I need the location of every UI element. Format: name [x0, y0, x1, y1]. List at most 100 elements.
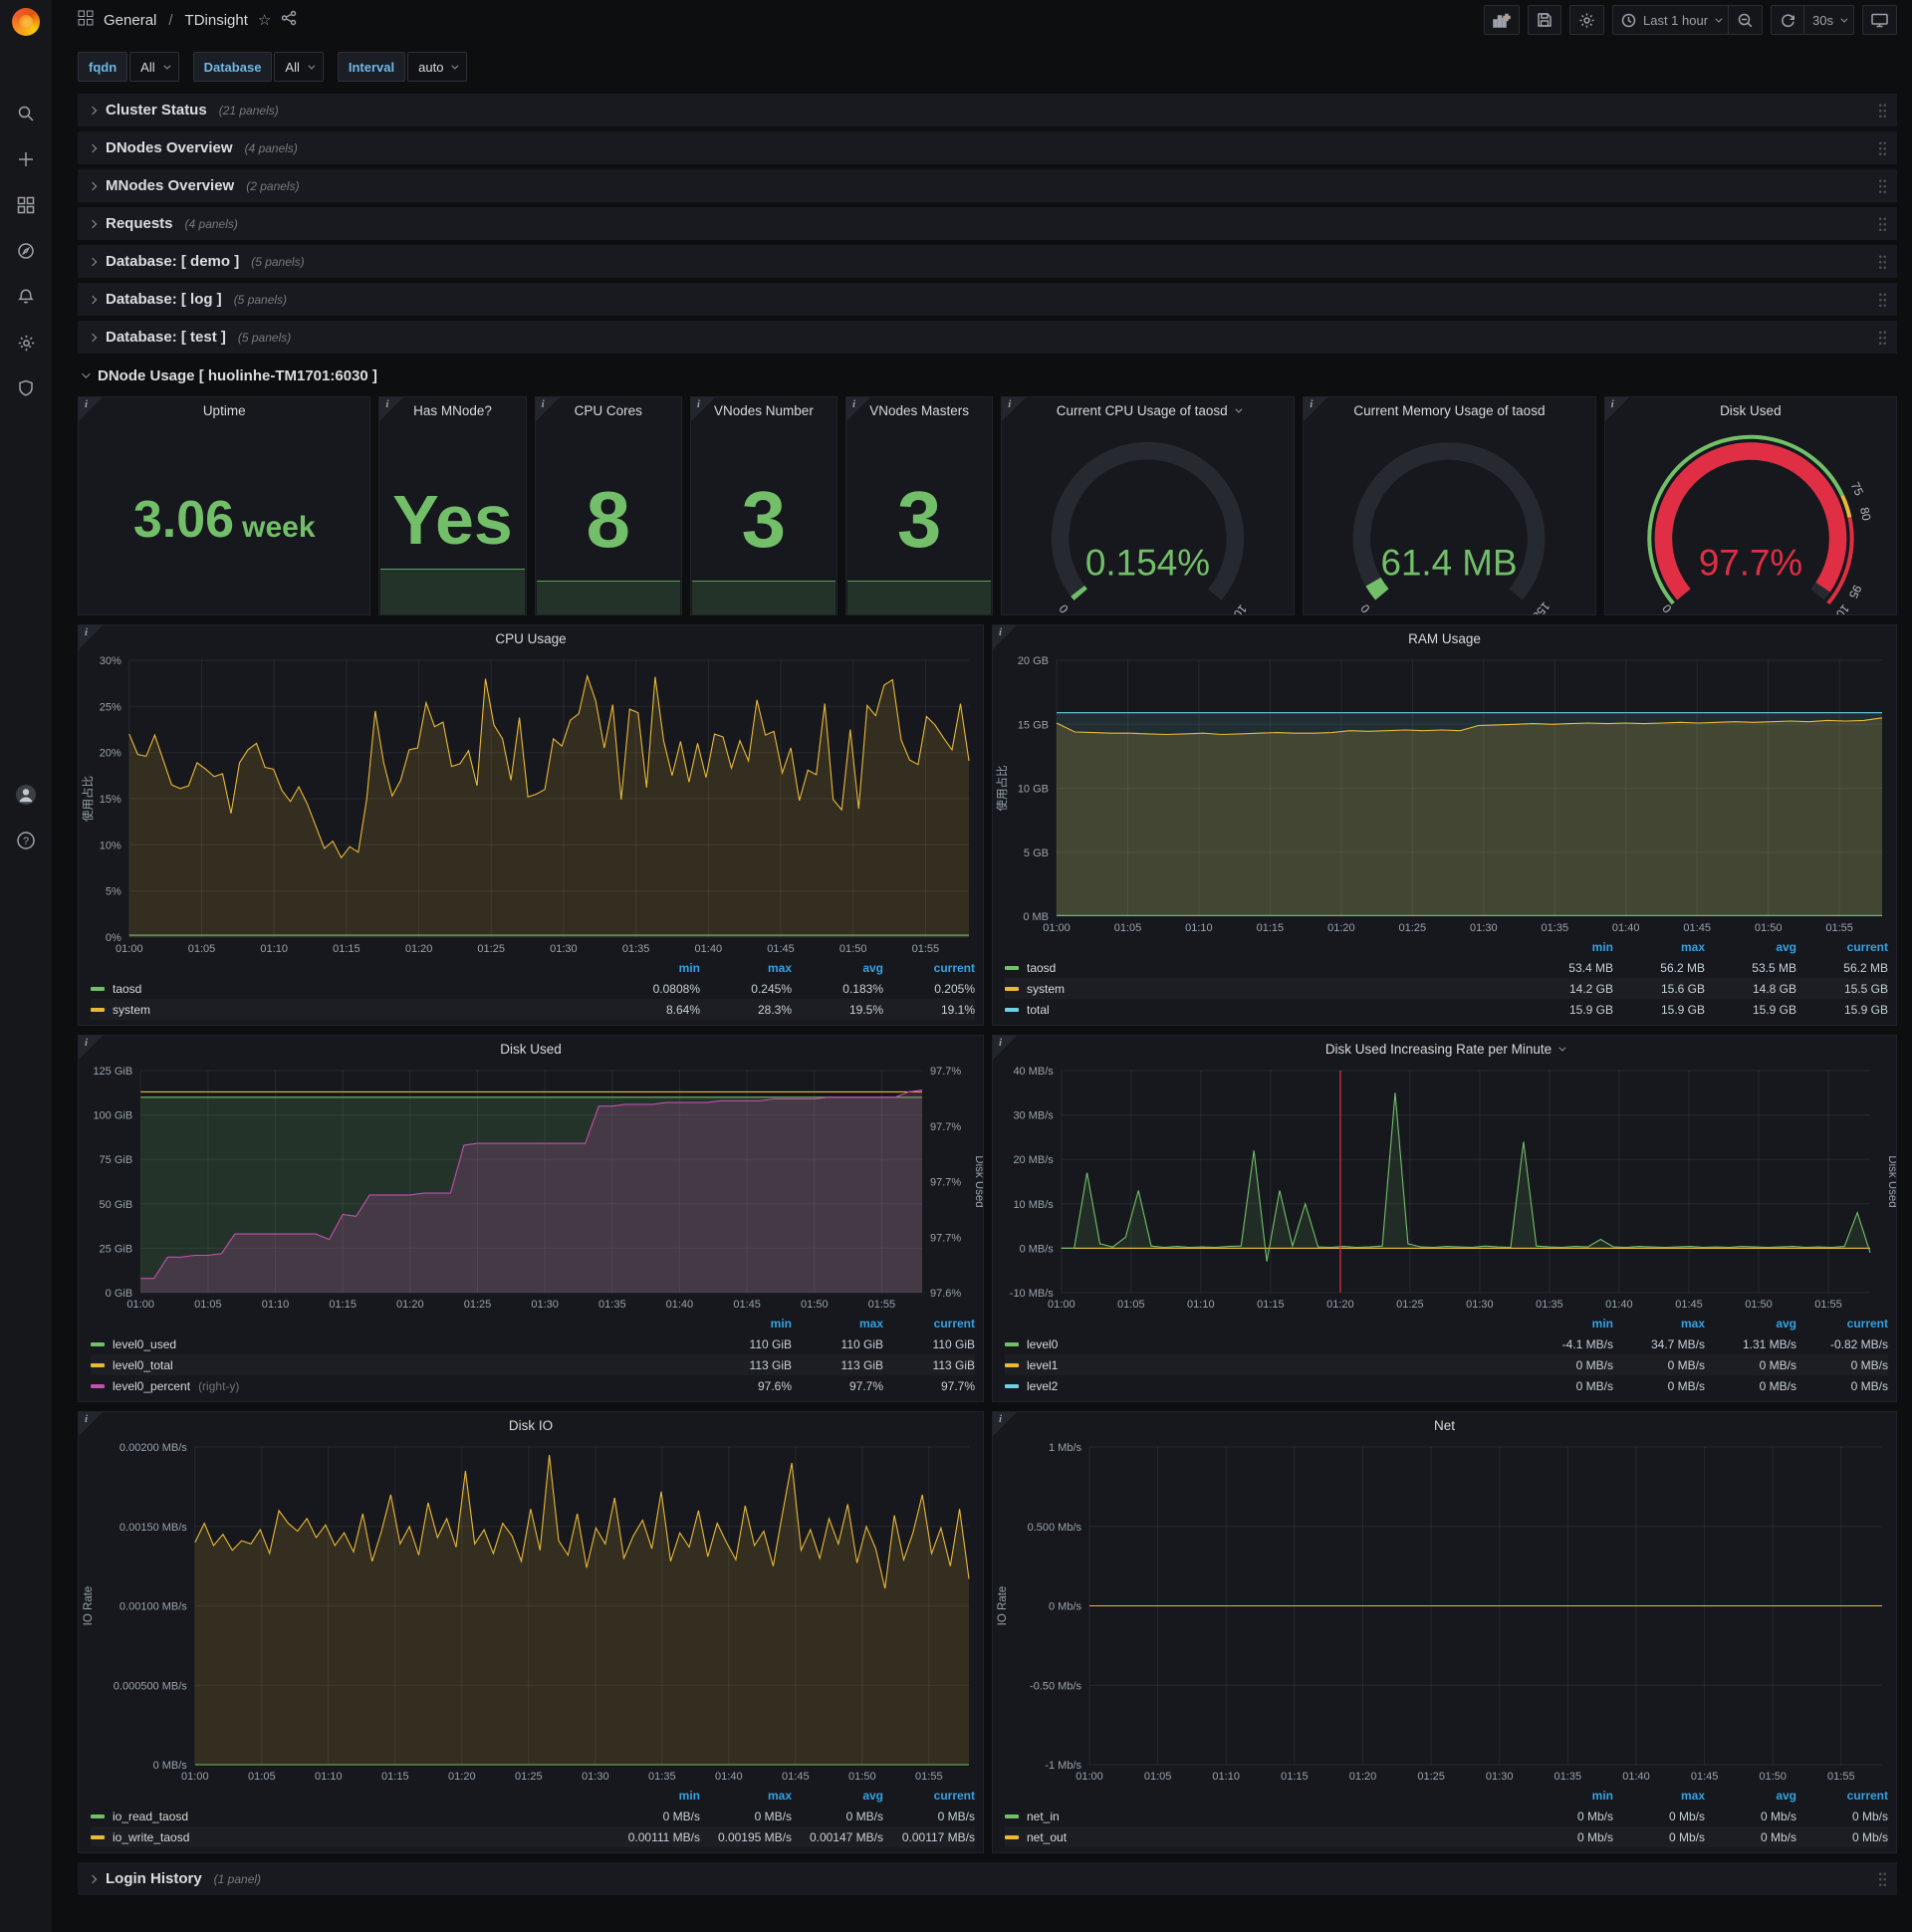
- info-corner-icon[interactable]: [993, 625, 1017, 649]
- chart-canvas[interactable]: 01:00 01:05 01:10 01:15 01:20 01:25 01:30 01:35…: [993, 652, 1896, 936]
- panel-title[interactable]: Current CPU Usage of taosd: [1002, 397, 1294, 424]
- row-login-history[interactable]: Login History (1 panel): [78, 1862, 1897, 1895]
- dashboard-settings-button[interactable]: [1568, 5, 1604, 35]
- share-icon[interactable]: [281, 10, 297, 31]
- legend-series-name[interactable]: level0_percent (right-y): [91, 1379, 700, 1393]
- drag-handle[interactable]: [1878, 216, 1887, 231]
- chart-canvas-host[interactable]: 01:00 01:05 01:10 01:15 01:20 01:25 01:30 01:35…: [79, 652, 983, 957]
- create-plus-icon[interactable]: [8, 141, 44, 177]
- info-corner-icon[interactable]: [846, 397, 871, 421]
- chart-canvas-host[interactable]: 01:00 01:05 01:10 01:15 01:20 01:25 01:30 01:35…: [993, 1063, 1898, 1313]
- help-icon[interactable]: ?: [8, 823, 44, 858]
- refresh-button[interactable]: [1771, 5, 1805, 35]
- row-dnode-usage[interactable]: DNode Usage [ huolinhe-TM1701:6030 ]: [78, 359, 1897, 392]
- chart-canvas-host[interactable]: 01:00 01:05 01:10 01:15 01:20 01:25 01:30 01:35…: [993, 652, 1896, 936]
- drag-handle[interactable]: [1878, 254, 1887, 269]
- info-corner-icon[interactable]: [79, 1036, 103, 1060]
- legend-series-name[interactable]: net_out: [1005, 1830, 1522, 1844]
- gauge-canvas[interactable]: 0 1589 61.4 MB: [1304, 424, 1594, 628]
- user-avatar[interactable]: [8, 777, 44, 813]
- chart-canvas[interactable]: 01:00 01:05 01:10 01:15 01:20 01:25 01:30 01:35…: [993, 1439, 1896, 1785]
- panel-title[interactable]: Net: [993, 1412, 1896, 1439]
- legend-series-name[interactable]: system: [1005, 982, 1522, 996]
- legend-series-name[interactable]: level0_total: [91, 1358, 700, 1372]
- panel-title[interactable]: Disk Used: [1605, 397, 1896, 424]
- info-corner-icon[interactable]: [1604, 397, 1629, 421]
- panel-title[interactable]: VNodes Masters: [846, 397, 992, 424]
- legend-series-name[interactable]: total: [1005, 1003, 1522, 1017]
- breadcrumb-section[interactable]: General: [104, 11, 157, 29]
- configuration-gear-icon[interactable]: [8, 325, 44, 361]
- drag-handle[interactable]: [1878, 292, 1887, 307]
- legend-series-name[interactable]: net_in: [1005, 1810, 1522, 1823]
- drag-handle[interactable]: [1878, 1871, 1887, 1886]
- dashboard-row-collapsed[interactable]: Cluster Status (21 panels): [78, 94, 1897, 126]
- legend-series-name[interactable]: taosd: [91, 982, 608, 996]
- panel-title[interactable]: Disk Used: [79, 1036, 983, 1063]
- legend-series-name[interactable]: io_write_taosd: [91, 1830, 608, 1844]
- panel-title[interactable]: Current Memory Usage of taosd: [1304, 397, 1594, 424]
- gauge-canvas[interactable]: 75 80 95 0 100 97.7%: [1605, 424, 1896, 626]
- grafana-logo[interactable]: [12, 8, 40, 36]
- variable-value-dropdown[interactable]: All: [129, 52, 179, 82]
- dashboard-row-collapsed[interactable]: Database: [ test ] (5 panels): [78, 321, 1897, 354]
- chart-canvas-host[interactable]: 01:00 01:05 01:10 01:15 01:20 01:25 01:30 01:35…: [993, 1439, 1896, 1785]
- panel-title[interactable]: VNodes Number: [691, 397, 836, 424]
- time-range-picker[interactable]: Last 1 hour: [1611, 5, 1730, 35]
- refresh-interval-picker[interactable]: 30s: [1804, 5, 1854, 35]
- drag-handle[interactable]: [1878, 178, 1887, 193]
- legend-series-name[interactable]: io_read_taosd: [91, 1810, 608, 1823]
- star-icon[interactable]: ☆: [257, 12, 272, 29]
- info-corner-icon[interactable]: [690, 397, 715, 421]
- drag-handle[interactable]: [1878, 140, 1887, 155]
- save-dashboard-button[interactable]: [1527, 5, 1561, 35]
- info-corner-icon[interactable]: [79, 625, 103, 649]
- variable-value-dropdown[interactable]: auto: [407, 52, 468, 82]
- info-corner-icon[interactable]: [79, 397, 103, 421]
- chart-canvas[interactable]: 01:00 01:05 01:10 01:15 01:20 01:25 01:30 01:35…: [79, 652, 983, 957]
- chart-canvas-host[interactable]: 01:00 01:05 01:10 01:15 01:20 01:25 01:30 01:35…: [79, 1439, 983, 1785]
- info-corner-icon[interactable]: [535, 397, 560, 421]
- panel-title[interactable]: Disk Used Increasing Rate per Minute: [993, 1036, 1896, 1063]
- panel-title[interactable]: Disk IO: [79, 1412, 983, 1439]
- dashboard-row-collapsed[interactable]: DNodes Overview (4 panels): [78, 131, 1897, 164]
- server-admin-shield-icon[interactable]: [8, 370, 44, 406]
- legend-series-name[interactable]: level0: [1005, 1337, 1522, 1351]
- alerting-bell-icon[interactable]: [8, 279, 44, 315]
- dashboard-row-collapsed[interactable]: Requests (4 panels): [78, 207, 1897, 240]
- info-corner-icon[interactable]: [379, 397, 404, 421]
- info-corner-icon[interactable]: [1304, 397, 1328, 421]
- chart-canvas[interactable]: 01:00 01:05 01:10 01:15 01:20 01:25 01:30 01:35…: [993, 1063, 1898, 1313]
- variable-value-dropdown[interactable]: All: [274, 52, 324, 82]
- drag-handle[interactable]: [1878, 330, 1887, 345]
- info-corner-icon[interactable]: [993, 1036, 1017, 1060]
- chart-canvas-host[interactable]: 01:00 01:05 01:10 01:15 01:20 01:25 01:30 01:35…: [79, 1063, 985, 1313]
- legend-series-name[interactable]: level0_used: [91, 1337, 700, 1351]
- info-corner-icon[interactable]: [79, 1412, 103, 1436]
- dashboard-row-collapsed[interactable]: Database: [ demo ] (5 panels): [78, 245, 1897, 278]
- kiosk-mode-button[interactable]: [1862, 5, 1897, 35]
- gauge-canvas[interactable]: 0 100 0.154%: [1002, 424, 1294, 626]
- info-corner-icon[interactable]: [993, 1412, 1017, 1436]
- dashboards-icon[interactable]: [8, 187, 44, 223]
- add-panel-button[interactable]: [1483, 5, 1520, 35]
- panel-title[interactable]: CPU Usage: [79, 625, 983, 652]
- dashboard-row-collapsed[interactable]: MNodes Overview (2 panels): [78, 169, 1897, 202]
- panel-title[interactable]: Has MNode?: [379, 397, 525, 424]
- panel-title[interactable]: RAM Usage: [993, 625, 1896, 652]
- legend-series-name[interactable]: system: [91, 1003, 608, 1017]
- explore-compass-icon[interactable]: [8, 233, 44, 269]
- chart-canvas[interactable]: 01:00 01:05 01:10 01:15 01:20 01:25 01:30 01:35…: [79, 1063, 985, 1313]
- drag-handle[interactable]: [1878, 103, 1887, 118]
- dashboard-row-collapsed[interactable]: Database: [ log ] (5 panels): [78, 283, 1897, 316]
- legend-series-name[interactable]: level1: [1005, 1358, 1522, 1372]
- breadcrumb-title[interactable]: TDinsight: [184, 11, 248, 29]
- chart-canvas[interactable]: 01:00 01:05 01:10 01:15 01:20 01:25 01:30 01:35…: [79, 1439, 983, 1785]
- panel-title[interactable]: CPU Cores: [536, 397, 681, 424]
- info-corner-icon[interactable]: [1002, 397, 1027, 421]
- legend-series-name[interactable]: taosd: [1005, 961, 1522, 975]
- zoom-out-time-button[interactable]: [1729, 5, 1764, 35]
- legend-series-name[interactable]: level2: [1005, 1379, 1522, 1393]
- search-icon[interactable]: [8, 96, 44, 131]
- panel-title[interactable]: Uptime: [79, 397, 369, 424]
